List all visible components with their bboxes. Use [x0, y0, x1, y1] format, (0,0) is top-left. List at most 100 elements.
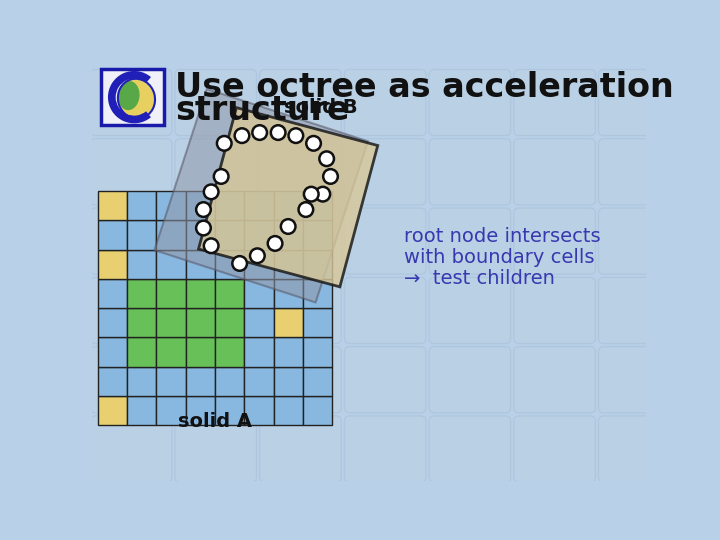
FancyBboxPatch shape [514, 70, 595, 136]
Bar [98, 396, 127, 425]
Bar [215, 191, 244, 220]
FancyBboxPatch shape [90, 208, 172, 274]
Bar [244, 367, 274, 396]
Text: with boundary cells: with boundary cells [404, 247, 594, 267]
Bar [186, 367, 215, 396]
Ellipse shape [118, 79, 155, 119]
Circle shape [214, 169, 228, 184]
FancyBboxPatch shape [598, 70, 680, 136]
Bar [215, 338, 244, 367]
Text: structure: structure [175, 94, 349, 127]
Bar [274, 249, 303, 279]
FancyBboxPatch shape [598, 416, 680, 482]
Bar [244, 279, 274, 308]
Text: solid B: solid B [284, 98, 358, 117]
Bar [186, 191, 215, 220]
Bar [98, 279, 127, 308]
FancyBboxPatch shape [429, 278, 510, 343]
Bar [215, 367, 244, 396]
Bar [186, 220, 215, 249]
FancyBboxPatch shape [260, 278, 341, 343]
Bar [127, 220, 156, 249]
Bar [274, 367, 303, 396]
Circle shape [204, 185, 218, 199]
Bar [186, 338, 215, 367]
Text: root node intersects: root node intersects [404, 227, 600, 246]
FancyBboxPatch shape [90, 416, 172, 482]
FancyBboxPatch shape [344, 347, 426, 413]
FancyBboxPatch shape [344, 208, 426, 274]
FancyBboxPatch shape [598, 347, 680, 413]
FancyBboxPatch shape [344, 70, 426, 136]
Circle shape [299, 202, 313, 217]
Circle shape [271, 125, 285, 140]
Circle shape [204, 239, 218, 253]
FancyBboxPatch shape [344, 139, 426, 205]
Bar [244, 220, 274, 249]
Circle shape [233, 256, 247, 271]
Circle shape [235, 129, 249, 143]
Bar [303, 220, 332, 249]
Bar [127, 338, 156, 367]
FancyBboxPatch shape [260, 208, 341, 274]
Polygon shape [155, 89, 368, 302]
Bar [244, 249, 274, 279]
Bar [127, 249, 156, 279]
FancyBboxPatch shape [514, 208, 595, 274]
Bar [127, 308, 156, 338]
FancyBboxPatch shape [429, 70, 510, 136]
Bar [101, 70, 164, 125]
Bar [156, 308, 186, 338]
Bar [98, 308, 127, 338]
Bar [127, 367, 156, 396]
Bar [186, 396, 215, 425]
Circle shape [196, 202, 211, 217]
Bar [127, 191, 156, 220]
Ellipse shape [118, 81, 140, 110]
Bar [274, 396, 303, 425]
FancyBboxPatch shape [175, 70, 256, 136]
FancyBboxPatch shape [175, 278, 256, 343]
Bar [244, 338, 274, 367]
FancyBboxPatch shape [429, 208, 510, 274]
Bar [98, 249, 127, 279]
Bar [156, 220, 186, 249]
FancyBboxPatch shape [260, 139, 341, 205]
Bar [215, 308, 244, 338]
FancyBboxPatch shape [90, 70, 172, 136]
Bar [156, 396, 186, 425]
Circle shape [196, 221, 211, 235]
FancyBboxPatch shape [598, 208, 680, 274]
Circle shape [250, 248, 265, 263]
FancyBboxPatch shape [90, 139, 172, 205]
Circle shape [323, 169, 338, 184]
Bar [244, 308, 274, 338]
Bar [303, 191, 332, 220]
FancyBboxPatch shape [514, 278, 595, 343]
FancyBboxPatch shape [175, 416, 256, 482]
Bar [274, 338, 303, 367]
Text: Use octree as acceleration: Use octree as acceleration [175, 71, 674, 104]
Circle shape [306, 136, 321, 151]
Bar [156, 279, 186, 308]
Bar [244, 396, 274, 425]
Bar [156, 367, 186, 396]
Bar [303, 367, 332, 396]
Bar [186, 249, 215, 279]
Bar [303, 308, 332, 338]
Circle shape [320, 151, 334, 166]
FancyBboxPatch shape [514, 416, 595, 482]
FancyBboxPatch shape [90, 278, 172, 343]
Bar [244, 191, 274, 220]
Circle shape [217, 136, 232, 151]
FancyBboxPatch shape [344, 278, 426, 343]
FancyBboxPatch shape [598, 278, 680, 343]
Bar [186, 308, 215, 338]
Circle shape [281, 219, 295, 234]
Wedge shape [108, 71, 151, 123]
Circle shape [304, 187, 318, 201]
Bar [303, 338, 332, 367]
Circle shape [315, 187, 330, 201]
FancyBboxPatch shape [429, 139, 510, 205]
Bar [156, 338, 186, 367]
